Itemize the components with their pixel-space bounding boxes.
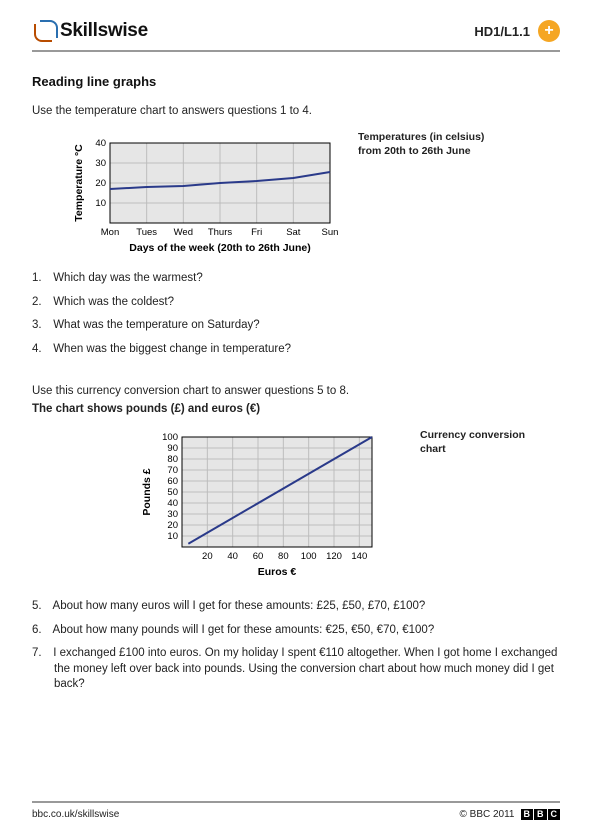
svg-text:140: 140 <box>351 551 367 562</box>
chart-2-wrap: 10203040506070809010020406080100120140Po… <box>32 429 560 589</box>
questions-1: 1. Which day was the warmest? 2. Which wa… <box>32 271 560 357</box>
svg-text:Days of the week (20th to 26th: Days of the week (20th to 26th June) <box>129 242 310 254</box>
logo-icon <box>32 18 58 44</box>
intro-1: Use the temperature chart to answers que… <box>32 103 560 119</box>
question-item: 5. About how many euros will I get for t… <box>32 599 560 615</box>
questions-2: 5. About how many euros will I get for t… <box>32 599 560 693</box>
svg-text:Wed: Wed <box>174 227 193 238</box>
svg-text:Thurs: Thurs <box>208 227 233 238</box>
svg-text:50: 50 <box>167 487 178 498</box>
question-item: 2. Which was the coldest? <box>32 295 560 311</box>
logo: Skillswise <box>32 18 148 44</box>
chart-2-label: Currency conversion chart <box>420 429 550 589</box>
question-item: 4. When was the biggest change in temper… <box>32 342 560 358</box>
svg-text:60: 60 <box>167 476 178 487</box>
question-item: 3. What was the temperature on Saturday? <box>32 318 560 334</box>
svg-text:70: 70 <box>167 465 178 476</box>
page-title: Reading line graphs <box>32 74 560 89</box>
svg-text:40: 40 <box>167 498 178 509</box>
svg-text:120: 120 <box>326 551 342 562</box>
svg-text:Temperature °C: Temperature °C <box>73 144 85 222</box>
chart-1-label: Temperatures (in celsius) from 20th to 2… <box>358 131 508 261</box>
svg-text:10: 10 <box>167 531 178 542</box>
svg-text:40: 40 <box>227 551 238 562</box>
question-item: 7. I exchanged £100 into euros. On my ho… <box>32 646 560 693</box>
plus-icon: + <box>538 20 560 42</box>
svg-text:Euros €: Euros € <box>258 566 297 578</box>
temperature-chart: 10 20 30 40 Mon Tues Wed Thurs Fri Sat Sun Temperat… <box>60 131 350 261</box>
page-footer: bbc.co.uk/skillswise © BBC 2011 BBC <box>32 801 560 820</box>
svg-text:80: 80 <box>167 454 178 465</box>
intro-2b: The chart shows pounds (£) and euros (€) <box>32 401 560 417</box>
svg-text:60: 60 <box>253 551 264 562</box>
svg-text:100: 100 <box>301 551 317 562</box>
page-header: Skillswise HD1/L1.1 + <box>32 18 560 52</box>
svg-text:20: 20 <box>167 520 178 531</box>
svg-text:90: 90 <box>167 443 178 454</box>
svg-text:30: 30 <box>95 158 106 169</box>
question-item: 1. Which day was the warmest? <box>32 271 560 287</box>
svg-text:Tues: Tues <box>136 227 157 238</box>
svg-text:Fri: Fri <box>251 227 262 238</box>
question-item: 6. About how many pounds will I get for … <box>32 623 560 639</box>
svg-text:Pounds £: Pounds £ <box>141 469 153 516</box>
chart-1-wrap: 10 20 30 40 Mon Tues Wed Thurs Fri Sat Sun Temperat… <box>32 131 560 261</box>
svg-text:40: 40 <box>95 138 106 149</box>
footer-copyright: © BBC 2011 <box>460 809 515 820</box>
svg-text:30: 30 <box>167 509 178 520</box>
svg-text:80: 80 <box>278 551 289 562</box>
svg-text:Mon: Mon <box>101 227 119 238</box>
intro-2a: Use this currency conversion chart to an… <box>32 383 560 399</box>
logo-text: Skillswise <box>60 20 148 42</box>
svg-text:Sun: Sun <box>322 227 339 238</box>
svg-text:100: 100 <box>162 432 178 443</box>
module-code: HD1/L1.1 <box>474 24 530 39</box>
svg-text:Sat: Sat <box>286 227 301 238</box>
svg-text:20: 20 <box>95 178 106 189</box>
svg-text:20: 20 <box>202 551 213 562</box>
svg-text:10: 10 <box>95 198 106 209</box>
bbc-logo: BBC <box>521 809 561 820</box>
currency-chart: 10203040506070809010020406080100120140Po… <box>122 429 412 589</box>
footer-url: bbc.co.uk/skillswise <box>32 809 119 820</box>
